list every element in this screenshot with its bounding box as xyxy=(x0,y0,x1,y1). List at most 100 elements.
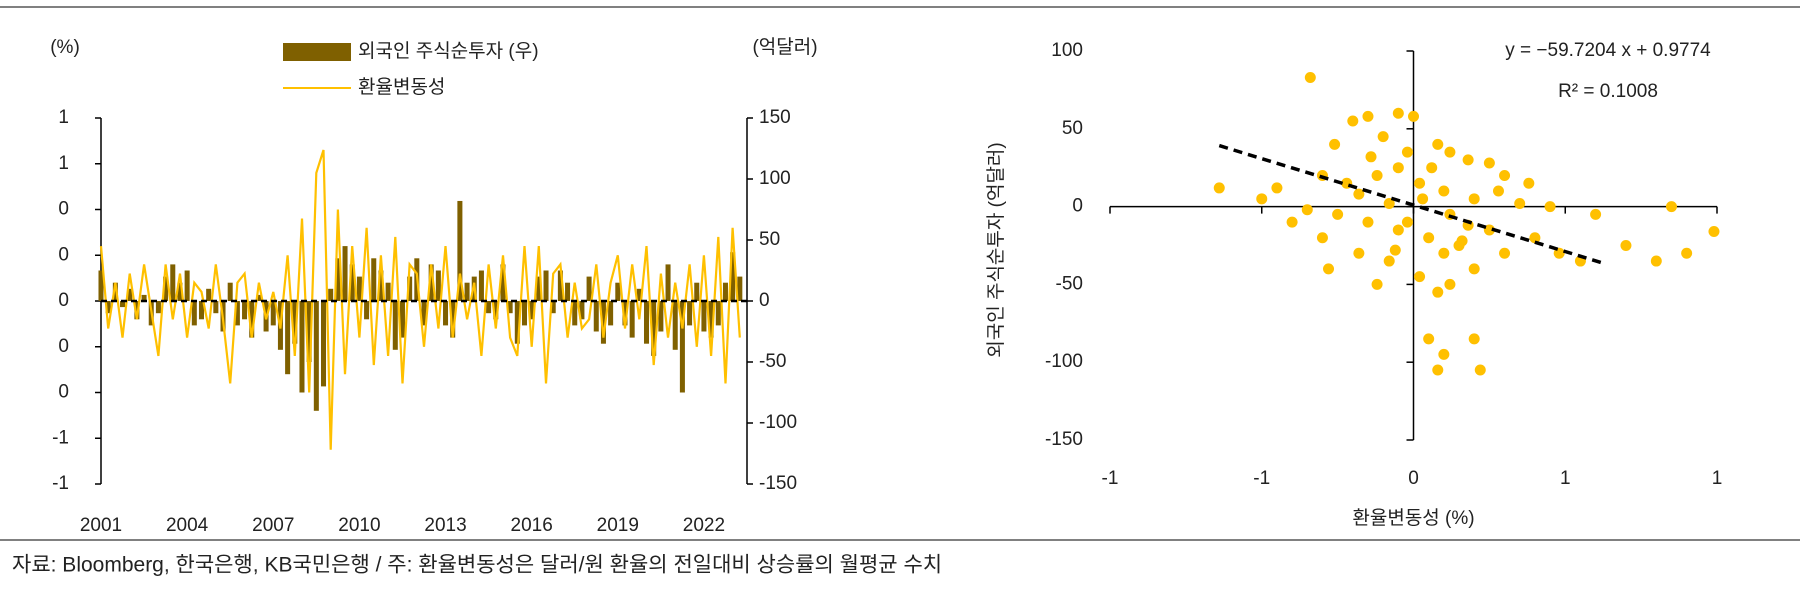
bar xyxy=(672,301,678,350)
equation: y = −59.7204 x + 0.9774 xyxy=(1505,40,1711,61)
bar xyxy=(608,301,614,326)
scatter-point xyxy=(1474,364,1486,376)
legend-label: 환율변동성 xyxy=(358,76,445,98)
bar xyxy=(213,301,219,314)
bar xyxy=(313,301,319,411)
bar xyxy=(443,301,449,326)
bar xyxy=(105,301,111,314)
y-tick-label: 100 xyxy=(1051,40,1083,61)
bar xyxy=(486,301,492,314)
scatter-point xyxy=(1492,185,1504,197)
scatter-point xyxy=(1423,232,1435,244)
y2-tick-label: 0 xyxy=(759,290,770,311)
y-tick-label: -1 xyxy=(52,427,69,448)
bar xyxy=(435,270,441,301)
scatter-point xyxy=(1432,364,1444,376)
scatter-point xyxy=(1362,110,1374,122)
bar xyxy=(643,301,650,344)
scatter-point xyxy=(1371,278,1383,290)
scatter-point xyxy=(1423,333,1435,345)
bar xyxy=(521,301,528,326)
y-tick-label: 0 xyxy=(58,382,69,403)
bar xyxy=(565,282,571,301)
x-tick-label: 1 xyxy=(1560,468,1571,489)
bar xyxy=(177,282,183,301)
x-axis-label: 환율변동성 (%) xyxy=(1352,507,1474,529)
bar xyxy=(615,282,621,301)
y-tick-label: 0 xyxy=(58,290,69,311)
bar xyxy=(191,301,197,326)
bar xyxy=(600,301,606,344)
bar xyxy=(227,282,233,301)
scatter-point xyxy=(1681,247,1693,259)
y-tick-label: 1 xyxy=(58,153,69,174)
bar xyxy=(694,282,700,301)
scatter-point xyxy=(1353,188,1365,200)
bar xyxy=(120,301,126,308)
line xyxy=(99,149,741,450)
legend-swatch xyxy=(283,43,351,61)
y-tick-label: 0 xyxy=(58,199,69,220)
bar xyxy=(550,301,556,314)
bar xyxy=(622,301,628,326)
bar xyxy=(629,301,635,338)
scatter-point xyxy=(1304,71,1316,83)
scatter-point xyxy=(1392,107,1404,119)
y-tick-label: 0 xyxy=(1072,196,1083,217)
scatter-point xyxy=(1468,193,1480,205)
scatter-point xyxy=(1365,151,1377,163)
x-tick-label: 2016 xyxy=(511,515,553,536)
bar xyxy=(356,276,362,301)
bar xyxy=(198,301,205,320)
scatter-point xyxy=(1316,232,1328,244)
scatter-point xyxy=(1620,240,1632,251)
scatter-point xyxy=(1362,216,1374,228)
scatter-point xyxy=(1401,146,1413,158)
bar xyxy=(701,301,707,332)
bar xyxy=(579,301,585,320)
scatter-point xyxy=(1468,333,1480,345)
bar xyxy=(270,301,276,326)
scatter-point xyxy=(1353,247,1365,259)
scatter-point xyxy=(1329,138,1341,150)
bar xyxy=(687,301,693,326)
bar xyxy=(478,270,484,301)
scatter-point xyxy=(1286,216,1298,228)
legend-label: 외국인 주식순투자 (우) xyxy=(358,40,539,62)
bar xyxy=(507,301,513,314)
bar xyxy=(328,288,334,301)
y2-tick-label: 150 xyxy=(759,107,791,128)
scatter-point xyxy=(1301,204,1313,216)
scatter-point xyxy=(1426,162,1438,174)
y-tick-label: -50 xyxy=(1056,273,1083,294)
scatter-point xyxy=(1389,244,1401,256)
r-squared: R² = 0.1008 xyxy=(1558,81,1658,102)
y-axis-label: 외국인 주식순투자 (억달러) xyxy=(985,142,1007,358)
bar xyxy=(679,301,685,393)
bar xyxy=(572,301,578,326)
x-tick-label: 2022 xyxy=(683,515,725,536)
y2-tick-label: -50 xyxy=(759,351,786,372)
scatter-point xyxy=(1462,154,1474,166)
trendline xyxy=(1218,143,1603,265)
scatter-point xyxy=(1414,271,1426,283)
bar xyxy=(256,294,262,301)
bar xyxy=(134,301,140,320)
bar xyxy=(737,276,743,301)
scatter-point xyxy=(1665,201,1677,213)
bar xyxy=(349,264,355,301)
bar xyxy=(557,270,563,301)
scatter-point xyxy=(1444,146,1456,158)
bar xyxy=(112,282,118,301)
bar xyxy=(464,282,470,301)
bar xyxy=(392,301,398,350)
scatter-point xyxy=(1444,278,1456,290)
bar xyxy=(586,276,592,301)
bar xyxy=(299,301,305,393)
bar xyxy=(141,294,147,301)
bar xyxy=(593,301,599,332)
bar xyxy=(428,264,434,301)
scatter-point xyxy=(1438,247,1450,259)
y2-axis-unit: (억달러) xyxy=(752,36,817,58)
